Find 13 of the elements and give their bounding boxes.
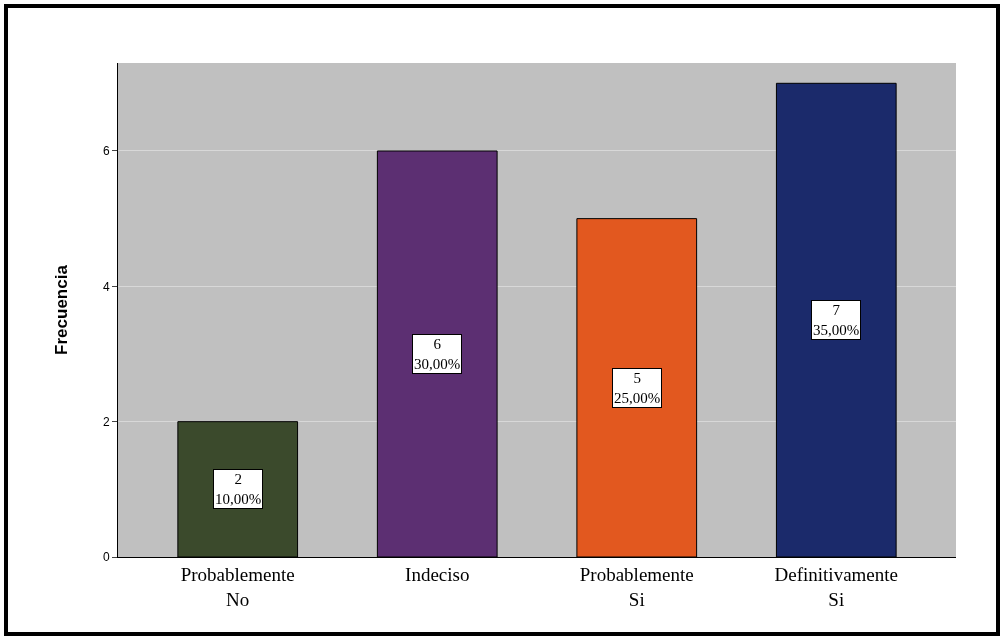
y-axis-title: Frecuencia bbox=[52, 264, 72, 355]
data-label: 2 10,00% bbox=[215, 471, 262, 507]
y-tick-label: 4 bbox=[102, 279, 110, 294]
y-tick-label: 0 bbox=[102, 550, 110, 565]
x-tick-label: Probablemente No bbox=[180, 563, 295, 610]
data-label: 5 25,00% bbox=[614, 370, 661, 406]
x-tick-label: Indeciso bbox=[405, 563, 470, 585]
x-tick-label: Probablemente Si bbox=[579, 563, 694, 610]
x-tick-label: Definitivamente Si bbox=[774, 563, 899, 610]
data-label: 6 30,00% bbox=[414, 336, 461, 372]
y-tick-label: 2 bbox=[102, 414, 110, 429]
y-tick-label: 6 bbox=[102, 144, 110, 159]
data-label: 7 35,00% bbox=[813, 302, 860, 338]
